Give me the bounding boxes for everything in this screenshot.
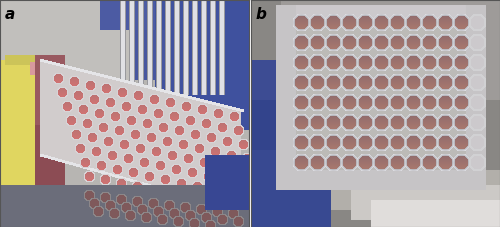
Text: b: b	[256, 7, 267, 22]
Text: a: a	[5, 7, 15, 22]
